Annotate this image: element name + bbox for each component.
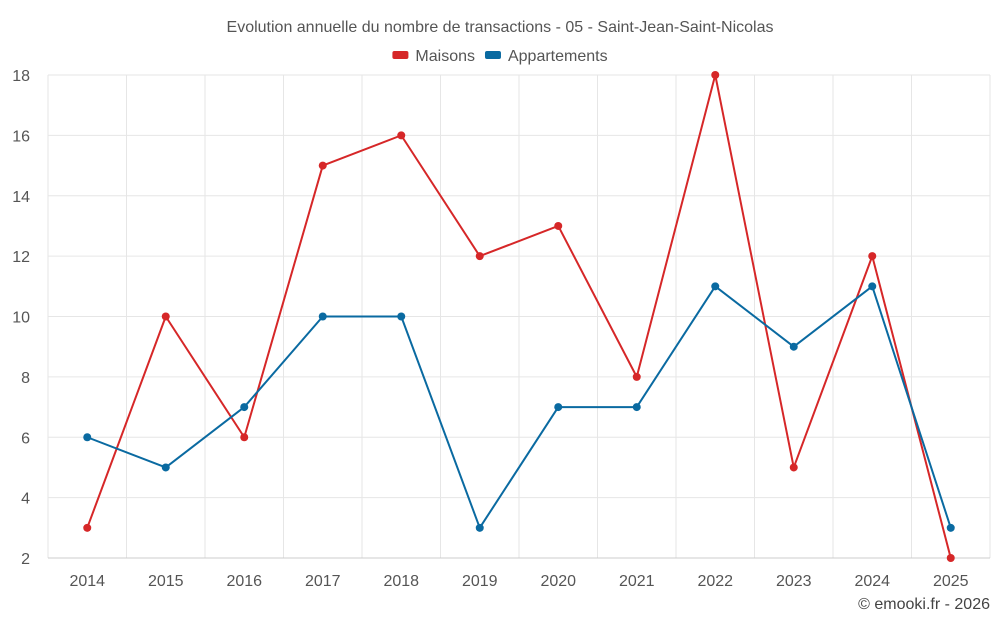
y-tick-label: 4	[21, 491, 30, 508]
data-point-maisons	[475, 252, 484, 261]
x-tick-label: 2014	[69, 573, 105, 590]
data-point-appartements	[240, 403, 249, 412]
y-tick-label: 2	[21, 551, 30, 568]
y-tick-label: 10	[12, 310, 30, 327]
y-gridlines	[48, 74, 990, 499]
data-point-maisons	[318, 161, 327, 170]
data-point-appartements	[161, 463, 170, 472]
x-tick-label: 2020	[540, 573, 576, 590]
data-point-appartements	[789, 342, 798, 351]
series-appartements	[83, 282, 955, 532]
data-point-appartements	[397, 312, 406, 321]
data-point-appartements	[83, 433, 92, 442]
legend: Maisons Appartements	[392, 48, 608, 65]
data-point-appartements	[318, 312, 327, 321]
y-axis-ticks: 2 4 6 8 10 12 14 16 18	[12, 68, 30, 568]
chart-title: Evolution annuelle du nombre de transact…	[227, 19, 774, 36]
series-layer	[83, 71, 955, 562]
data-point-appartements	[868, 282, 877, 291]
data-point-appartements	[946, 523, 955, 532]
data-point-maisons	[397, 131, 406, 140]
data-point-maisons	[946, 554, 955, 562]
data-point-maisons	[83, 523, 92, 532]
y-tick-label: 14	[12, 189, 30, 206]
data-point-maisons	[554, 221, 563, 230]
x-tick-label: 2025	[933, 573, 969, 590]
series-line-appartements	[86, 285, 952, 529]
x-axis-ticks: 2014 2015 2016 2017 2018 2019 2020 2021 2022 2023…	[69, 573, 968, 590]
y-tick-label: 6	[21, 430, 30, 447]
x-tick-label: 2016	[226, 573, 262, 590]
legend-swatch	[484, 51, 501, 59]
legend-item-appartements: Appartements	[484, 48, 608, 65]
data-point-maisons	[711, 71, 720, 79]
x-tick-label: 2023	[776, 573, 812, 590]
y-tick-label: 18	[12, 68, 30, 85]
data-point-maisons	[789, 463, 798, 472]
data-point-maisons	[240, 433, 249, 442]
legend-swatch	[392, 51, 409, 59]
y-tick-label: 12	[12, 249, 30, 266]
data-point-maisons	[632, 372, 641, 381]
x-tick-label: 2019	[462, 573, 498, 590]
x-tick-label: 2018	[383, 573, 419, 590]
data-point-appartements	[711, 282, 720, 291]
data-point-maisons	[161, 312, 170, 321]
x-tick-label: 2017	[305, 573, 341, 590]
data-point-appartements	[632, 403, 641, 412]
y-tick-label: 16	[12, 128, 30, 145]
y-tick-label: 8	[21, 370, 30, 387]
x-tick-label: 2015	[148, 573, 184, 590]
legend-label: Appartements	[508, 48, 608, 65]
data-point-maisons	[868, 252, 877, 261]
data-point-appartements	[475, 523, 484, 532]
x-tick-label: 2024	[854, 573, 890, 590]
legend-item-maisons: Maisons	[392, 48, 475, 65]
x-tick-label: 2022	[697, 573, 733, 590]
legend-label: Maisons	[415, 48, 475, 65]
credit-text: © emooki.fr - 2026	[858, 596, 990, 613]
data-point-appartements	[554, 403, 563, 412]
x-tick-label: 2021	[619, 573, 655, 590]
